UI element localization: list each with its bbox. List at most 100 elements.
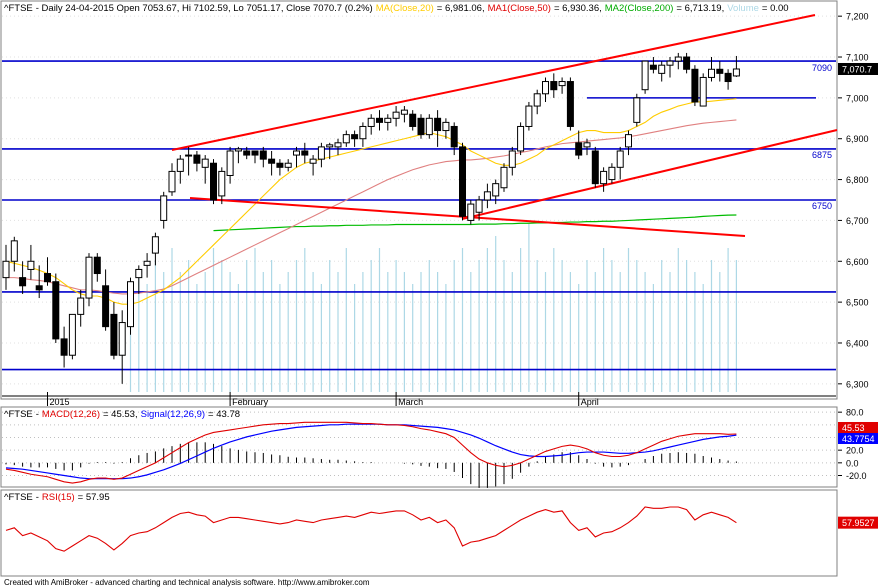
header-info: - Daily 24-04-2015 Open 7053.67, Hi 7102… [36, 3, 373, 14]
signal-line [5, 423, 737, 480]
candle-down [450, 125, 458, 148]
candle-down [259, 150, 267, 160]
candle-down [35, 285, 43, 291]
rsi-header-symbol: ^FTSE [4, 492, 33, 503]
rsi-lines [5, 506, 737, 552]
candle-up [400, 109, 408, 115]
macd-header-signal-value: = 43.78 [208, 409, 240, 420]
candle-down [649, 64, 657, 70]
candle-up [533, 93, 541, 107]
macd-line [5, 421, 737, 484]
candle-up [151, 236, 159, 254]
candle-up [135, 268, 143, 279]
candle-up [234, 148, 242, 152]
candle-up [467, 203, 475, 221]
candle-up [118, 322, 126, 356]
price-axis: 7,200 7,100 7,000 6,900 6,800 6,700 6,600 6,500… [838, 12, 878, 389]
signal-value-label: 43.7754 [842, 434, 875, 444]
candle-up [492, 183, 500, 197]
header-ma2-value: = 6,713.19, [676, 3, 724, 14]
candle-down [459, 146, 466, 217]
candle-up [326, 144, 334, 148]
candle-up [309, 158, 317, 164]
candle-down [251, 150, 259, 156]
date-label: March [398, 397, 423, 407]
price-tick-label: 6,700 [846, 216, 869, 226]
candle-up [508, 150, 516, 168]
rsi-header-rsi-value: = 57.95 [78, 492, 110, 503]
candle-up [558, 81, 566, 87]
candle-up [317, 146, 325, 160]
candle-up [160, 195, 168, 221]
candle-up [85, 256, 93, 299]
candle-down [550, 81, 558, 91]
macd-value-badge [838, 421, 878, 433]
candle-up [616, 150, 624, 168]
candle-down [276, 162, 284, 168]
price-tick-label: 7,100 [846, 53, 869, 63]
rsi-value-badge [838, 516, 878, 529]
candle-up [633, 97, 641, 123]
footer-credit: Created with AmiBroker - advanced charti… [4, 578, 370, 587]
price-tick-label: 6,800 [846, 175, 869, 185]
date-label: February [232, 397, 269, 407]
candle-up [284, 162, 292, 168]
candle-up [218, 170, 226, 197]
last-price-label: 7,070.7 [842, 64, 872, 74]
candle-down [60, 338, 68, 356]
candle-up [2, 260, 10, 279]
price-tick-label: 6,900 [846, 134, 869, 144]
candle-up [68, 313, 76, 356]
upper-channel-trendline [171, 14, 816, 151]
candle-up [293, 150, 300, 156]
candle-up [425, 117, 433, 136]
candle-up [442, 121, 450, 132]
macd-lines [5, 421, 737, 484]
candle-up [674, 56, 682, 62]
candle-down [351, 134, 359, 140]
candle-up [384, 117, 392, 123]
candle-up [127, 281, 134, 328]
header-ma2-label: MA2(Close,200) [605, 3, 674, 14]
candle-down [417, 117, 425, 136]
macd-histogram [5, 442, 737, 488]
candle-up [226, 150, 234, 176]
candle-down [193, 154, 201, 164]
candle-down [691, 68, 699, 103]
header-volume-value: = 0.00 [762, 3, 789, 14]
rsi-panel-frame [0, 489, 838, 577]
candle-up [641, 60, 649, 91]
candle-up [666, 60, 674, 66]
candle-up [542, 81, 549, 95]
candle-up [143, 260, 151, 266]
macd-header-macd-value: = 45.53, [103, 409, 138, 420]
lower-channel-trendline [461, 129, 838, 220]
candle-down [301, 150, 309, 156]
candle-down [19, 277, 27, 287]
candle-down [210, 162, 217, 201]
candle-down [243, 150, 251, 156]
macd-tick-label: 20.0 [846, 446, 864, 456]
candle-up [27, 260, 35, 270]
candle-up [625, 134, 632, 148]
candle-down [409, 113, 417, 127]
macd-tick-label: 0.0 [846, 458, 859, 468]
candle-up [342, 134, 350, 144]
price-tick-label: 6,600 [846, 257, 869, 267]
candle-up [392, 111, 400, 119]
candle-up [699, 76, 707, 107]
candle-down [268, 158, 276, 164]
price-tick-label: 7,000 [846, 93, 869, 103]
macd-tick-label: 80.0 [846, 408, 864, 418]
macd-header-macd-label: MACD(12,26) [42, 409, 100, 420]
candle-down [683, 56, 691, 70]
candle-up [483, 191, 491, 201]
macd-panel-frame [0, 406, 838, 488]
candle-up [600, 170, 608, 185]
candle-down [566, 81, 574, 127]
candle-up [517, 125, 525, 152]
candle-up [608, 166, 616, 181]
macd-header: ^FTSE - MACD(12,26) = 45.53, Signal(12,26,9)… [4, 409, 240, 420]
